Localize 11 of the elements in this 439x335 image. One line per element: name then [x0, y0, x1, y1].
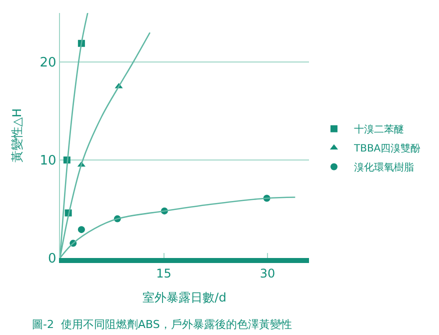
- y-tick-label: 10: [40, 154, 56, 169]
- y-axis-title: 黃變性△H: [10, 108, 24, 163]
- legend-label: TBBA四溴雙酚: [352, 142, 421, 155]
- y-tick-label: 20: [40, 56, 56, 71]
- legend-label: 溴化環氧樹脂: [354, 162, 414, 174]
- x-axis-title: 室外暴露日數/d: [142, 290, 226, 304]
- legend-label: 十溴二苯醚: [354, 124, 404, 136]
- y-tick-label: 0: [48, 252, 56, 267]
- x-tick-label: 30: [260, 266, 276, 280]
- x-tick-label: 15: [156, 266, 172, 280]
- text: 圖-2 使用不同阻燃劑ABS，戶外暴露後的色澤黃變性: [32, 318, 292, 331]
